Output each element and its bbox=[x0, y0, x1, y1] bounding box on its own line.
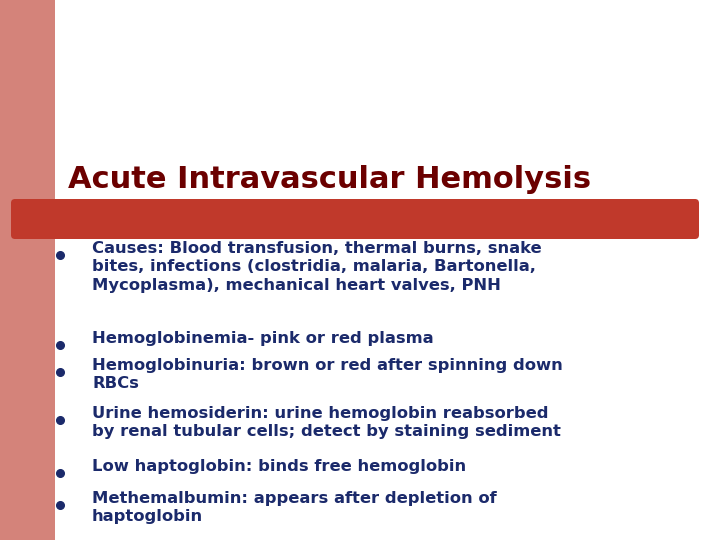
Bar bbox=[0, 0, 55, 540]
Bar bbox=[55, 0, 720, 340]
Text: Hemoglobinuria: brown or red after spinning down
RBCs: Hemoglobinuria: brown or red after spinn… bbox=[92, 357, 563, 391]
Text: Urine hemosiderin: urine hemoglobin reabsorbed
by renal tubular cells; detect by: Urine hemosiderin: urine hemoglobin reab… bbox=[92, 406, 561, 439]
FancyBboxPatch shape bbox=[11, 199, 699, 239]
Text: Methemalbumin: appears after depletion of
haptoglobin: Methemalbumin: appears after depletion o… bbox=[92, 491, 497, 524]
Bar bbox=[175, 0, 720, 170]
Text: Hemoglobinemia- pink or red plasma: Hemoglobinemia- pink or red plasma bbox=[92, 330, 433, 346]
FancyBboxPatch shape bbox=[0, 0, 183, 178]
Text: Acute Intravascular Hemolysis: Acute Intravascular Hemolysis bbox=[68, 165, 591, 194]
Text: Causes: Blood transfusion, thermal burns, snake
bites, infections (clostridia, m: Causes: Blood transfusion, thermal burns… bbox=[92, 241, 541, 293]
Bar bbox=[55, 340, 720, 540]
Text: Low haptoglobin: binds free hemoglobin: Low haptoglobin: binds free hemoglobin bbox=[92, 458, 466, 474]
